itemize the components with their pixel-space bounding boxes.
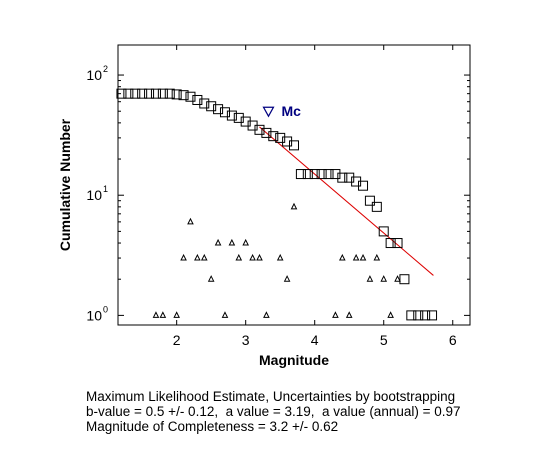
cumulative-square bbox=[399, 274, 410, 285]
y-tick-exponent: 0 bbox=[103, 304, 108, 314]
noncumulative-triangle bbox=[207, 275, 215, 282]
cumulative-square bbox=[295, 169, 306, 180]
noncumulative-triangle bbox=[180, 253, 187, 261]
noncumulative-triangle bbox=[235, 253, 243, 261]
data-marks bbox=[116, 88, 438, 321]
x-tick-label: 5 bbox=[380, 332, 388, 348]
noncumulative-triangle bbox=[159, 311, 167, 318]
cumulative-square bbox=[254, 124, 265, 135]
noncumulative-triangle bbox=[214, 238, 222, 246]
cumulative-square bbox=[316, 169, 327, 180]
noncumulative-triangle bbox=[380, 275, 388, 282]
caption-line-2: b-value = 0.5 +/- 0.12, a value = 3.19, … bbox=[86, 404, 461, 419]
x-tick-label: 3 bbox=[242, 332, 250, 348]
x-axis: 2 3 4 5 6 bbox=[173, 45, 457, 348]
cumulative-square bbox=[171, 89, 182, 100]
cumulative-square bbox=[413, 310, 424, 321]
noncumulative-triangle bbox=[332, 311, 339, 318]
noncumulative-triangle bbox=[200, 253, 208, 261]
cumulative-square bbox=[275, 132, 286, 143]
cumulative-square bbox=[240, 116, 251, 127]
noncumulative-triangle bbox=[242, 238, 249, 246]
cumulative-square bbox=[358, 180, 369, 191]
noncumulative-triangle bbox=[394, 275, 401, 282]
x-axis-label: Magnitude bbox=[259, 352, 329, 368]
cumulative-square bbox=[178, 90, 189, 101]
cumulative-square bbox=[261, 127, 272, 138]
plot-frame bbox=[117, 44, 471, 326]
noncumulative-triangle bbox=[263, 311, 270, 318]
cumulative-square bbox=[378, 226, 389, 237]
cumulative-square bbox=[371, 201, 382, 212]
noncumulative-triangle bbox=[352, 253, 360, 261]
y-tick-exponent: 1 bbox=[103, 184, 108, 194]
cumulative-square bbox=[199, 98, 210, 109]
cumulative-square bbox=[144, 88, 155, 99]
noncumulative-triangle bbox=[187, 217, 194, 225]
noncumulative-triangle bbox=[173, 311, 180, 318]
noncumulative-triangle bbox=[221, 311, 229, 318]
x-tick-label: 6 bbox=[449, 332, 457, 348]
fit-line bbox=[259, 126, 434, 276]
x-tick-label: 4 bbox=[311, 332, 319, 348]
noncumulative-triangle bbox=[366, 275, 374, 282]
noncumulative-triangle bbox=[283, 275, 291, 282]
cumulative-square bbox=[289, 140, 299, 151]
noncumulative-triangle bbox=[345, 311, 353, 318]
cumulative-square bbox=[364, 195, 375, 206]
noncumulative-triangle bbox=[276, 253, 284, 261]
x-tick-label: 2 bbox=[173, 332, 181, 348]
cumulative-square bbox=[213, 104, 224, 115]
y-tick-label: 10 bbox=[86, 67, 102, 83]
y-tick-exponent: 2 bbox=[103, 64, 108, 74]
mc-marker: Mc bbox=[262, 103, 301, 119]
cumulative-square bbox=[116, 88, 127, 99]
noncumulative-triangle bbox=[387, 311, 394, 318]
noncumulative-triangle bbox=[373, 253, 381, 261]
cumulative-square bbox=[192, 94, 203, 105]
cumulative-square bbox=[157, 88, 168, 99]
cumulative-square bbox=[427, 310, 438, 321]
cumulative-square bbox=[309, 169, 320, 180]
cumulative-square bbox=[206, 101, 217, 112]
noncumulative-triangle bbox=[228, 238, 236, 246]
noncumulative-triangle bbox=[256, 253, 263, 261]
noncumulative-triangle bbox=[194, 253, 201, 261]
y-axis-label: Cumulative Number bbox=[57, 118, 73, 251]
cumulative-square bbox=[226, 110, 237, 121]
caption-line-3: Magnitude of Completeness = 3.2 +/- 0.62 bbox=[86, 419, 339, 434]
noncumulative-triangle bbox=[339, 253, 346, 261]
y-tick-label: 10 bbox=[86, 307, 102, 323]
cumulative-square bbox=[185, 91, 196, 102]
y-tick-label: 10 bbox=[86, 187, 102, 203]
cumulative-square bbox=[337, 172, 348, 183]
cumulative-square bbox=[130, 88, 141, 99]
cumulative-square bbox=[150, 88, 161, 99]
noncumulative-triangle bbox=[152, 311, 160, 318]
cumulative-square bbox=[323, 169, 334, 180]
cumulative-square bbox=[219, 107, 230, 118]
cumulative-square bbox=[233, 112, 244, 123]
cumulative-square bbox=[385, 238, 396, 249]
cumulative-square bbox=[164, 88, 175, 99]
noncumulative-triangle bbox=[359, 253, 367, 261]
cumulative-square bbox=[420, 310, 431, 321]
mc-label: Mc bbox=[281, 103, 301, 119]
cumulative-square bbox=[302, 169, 313, 180]
caption: Maximum Likelihood Estimate, Uncertainti… bbox=[86, 389, 461, 434]
caption-line-1: Maximum Likelihood Estimate, Uncertainti… bbox=[86, 389, 456, 404]
cumulative-square bbox=[406, 310, 417, 321]
cumulative-square bbox=[268, 131, 279, 142]
cumulative-square bbox=[123, 88, 134, 99]
noncumulative-triangle bbox=[290, 202, 298, 210]
cumulative-square bbox=[392, 238, 403, 249]
cumulative-square bbox=[282, 136, 293, 147]
mc-triangle-icon bbox=[262, 106, 275, 118]
cumulative-square bbox=[137, 88, 148, 99]
cumulative-square bbox=[330, 169, 341, 180]
noncumulative-triangle bbox=[249, 253, 256, 261]
cumulative-square bbox=[344, 172, 355, 183]
